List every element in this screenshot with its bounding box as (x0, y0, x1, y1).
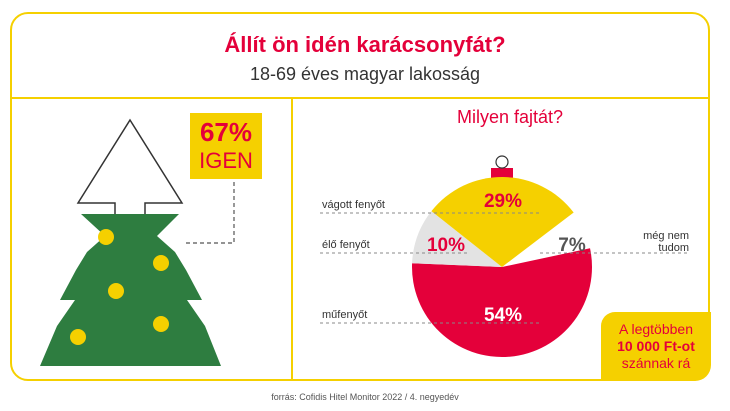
budget-line-2: 10 000 Ft-ot (617, 338, 695, 354)
label-nem-tudom-2: tudom (658, 242, 689, 254)
budget-line-3: szánnak rá (621, 355, 691, 371)
value-nem-tudom: 7% (558, 235, 586, 256)
label-elo: élő fenyőt (322, 239, 370, 251)
label-mufenyo: műfenyőt (322, 309, 367, 321)
value-elo: 10% (427, 235, 465, 256)
value-vagott: 29% (484, 191, 522, 212)
pie-question: Milyen fajtát? (456, 107, 564, 127)
yes-label: IGEN (199, 148, 253, 173)
value-mufenyo: 54% (484, 305, 522, 326)
ornament-ball (153, 316, 169, 332)
budget-line-1: A legtöbben (619, 321, 693, 337)
ornament-ball (153, 255, 169, 271)
tree-top-outline (76, 118, 184, 216)
slice-nem-tudom (502, 212, 591, 267)
bauble-cap (491, 168, 513, 180)
infographic-card (10, 12, 710, 381)
slice-mufenyo (412, 248, 593, 358)
yes-percent: 67% (199, 117, 253, 147)
ornament-ball (108, 283, 124, 299)
label-vagott: vágott fenyőt (322, 199, 385, 211)
tree-leader-line (186, 180, 235, 244)
bauble-hook (495, 155, 509, 169)
page-title: Állít ön idén karácsonyfát? (224, 32, 506, 57)
ornament-ball (98, 229, 114, 245)
panel-divider (291, 97, 293, 381)
yes-badge: 67% IGEN (190, 113, 262, 179)
budget-note: A legtöbben 10 000 Ft-ot szánnak rá (601, 312, 711, 381)
page-subtitle: 18-69 éves magyar lakosság (249, 64, 481, 84)
christmas-tree-icon (40, 118, 221, 366)
source-note: forrás: Cofidis Hitel Monitor 2022 / 4. … (271, 392, 459, 402)
slice-vagott (431, 176, 574, 267)
header-divider (10, 97, 710, 99)
label-nem-tudom-1: még nem (643, 230, 689, 242)
ornament-ball (70, 329, 86, 345)
tree-green-body (40, 214, 221, 366)
